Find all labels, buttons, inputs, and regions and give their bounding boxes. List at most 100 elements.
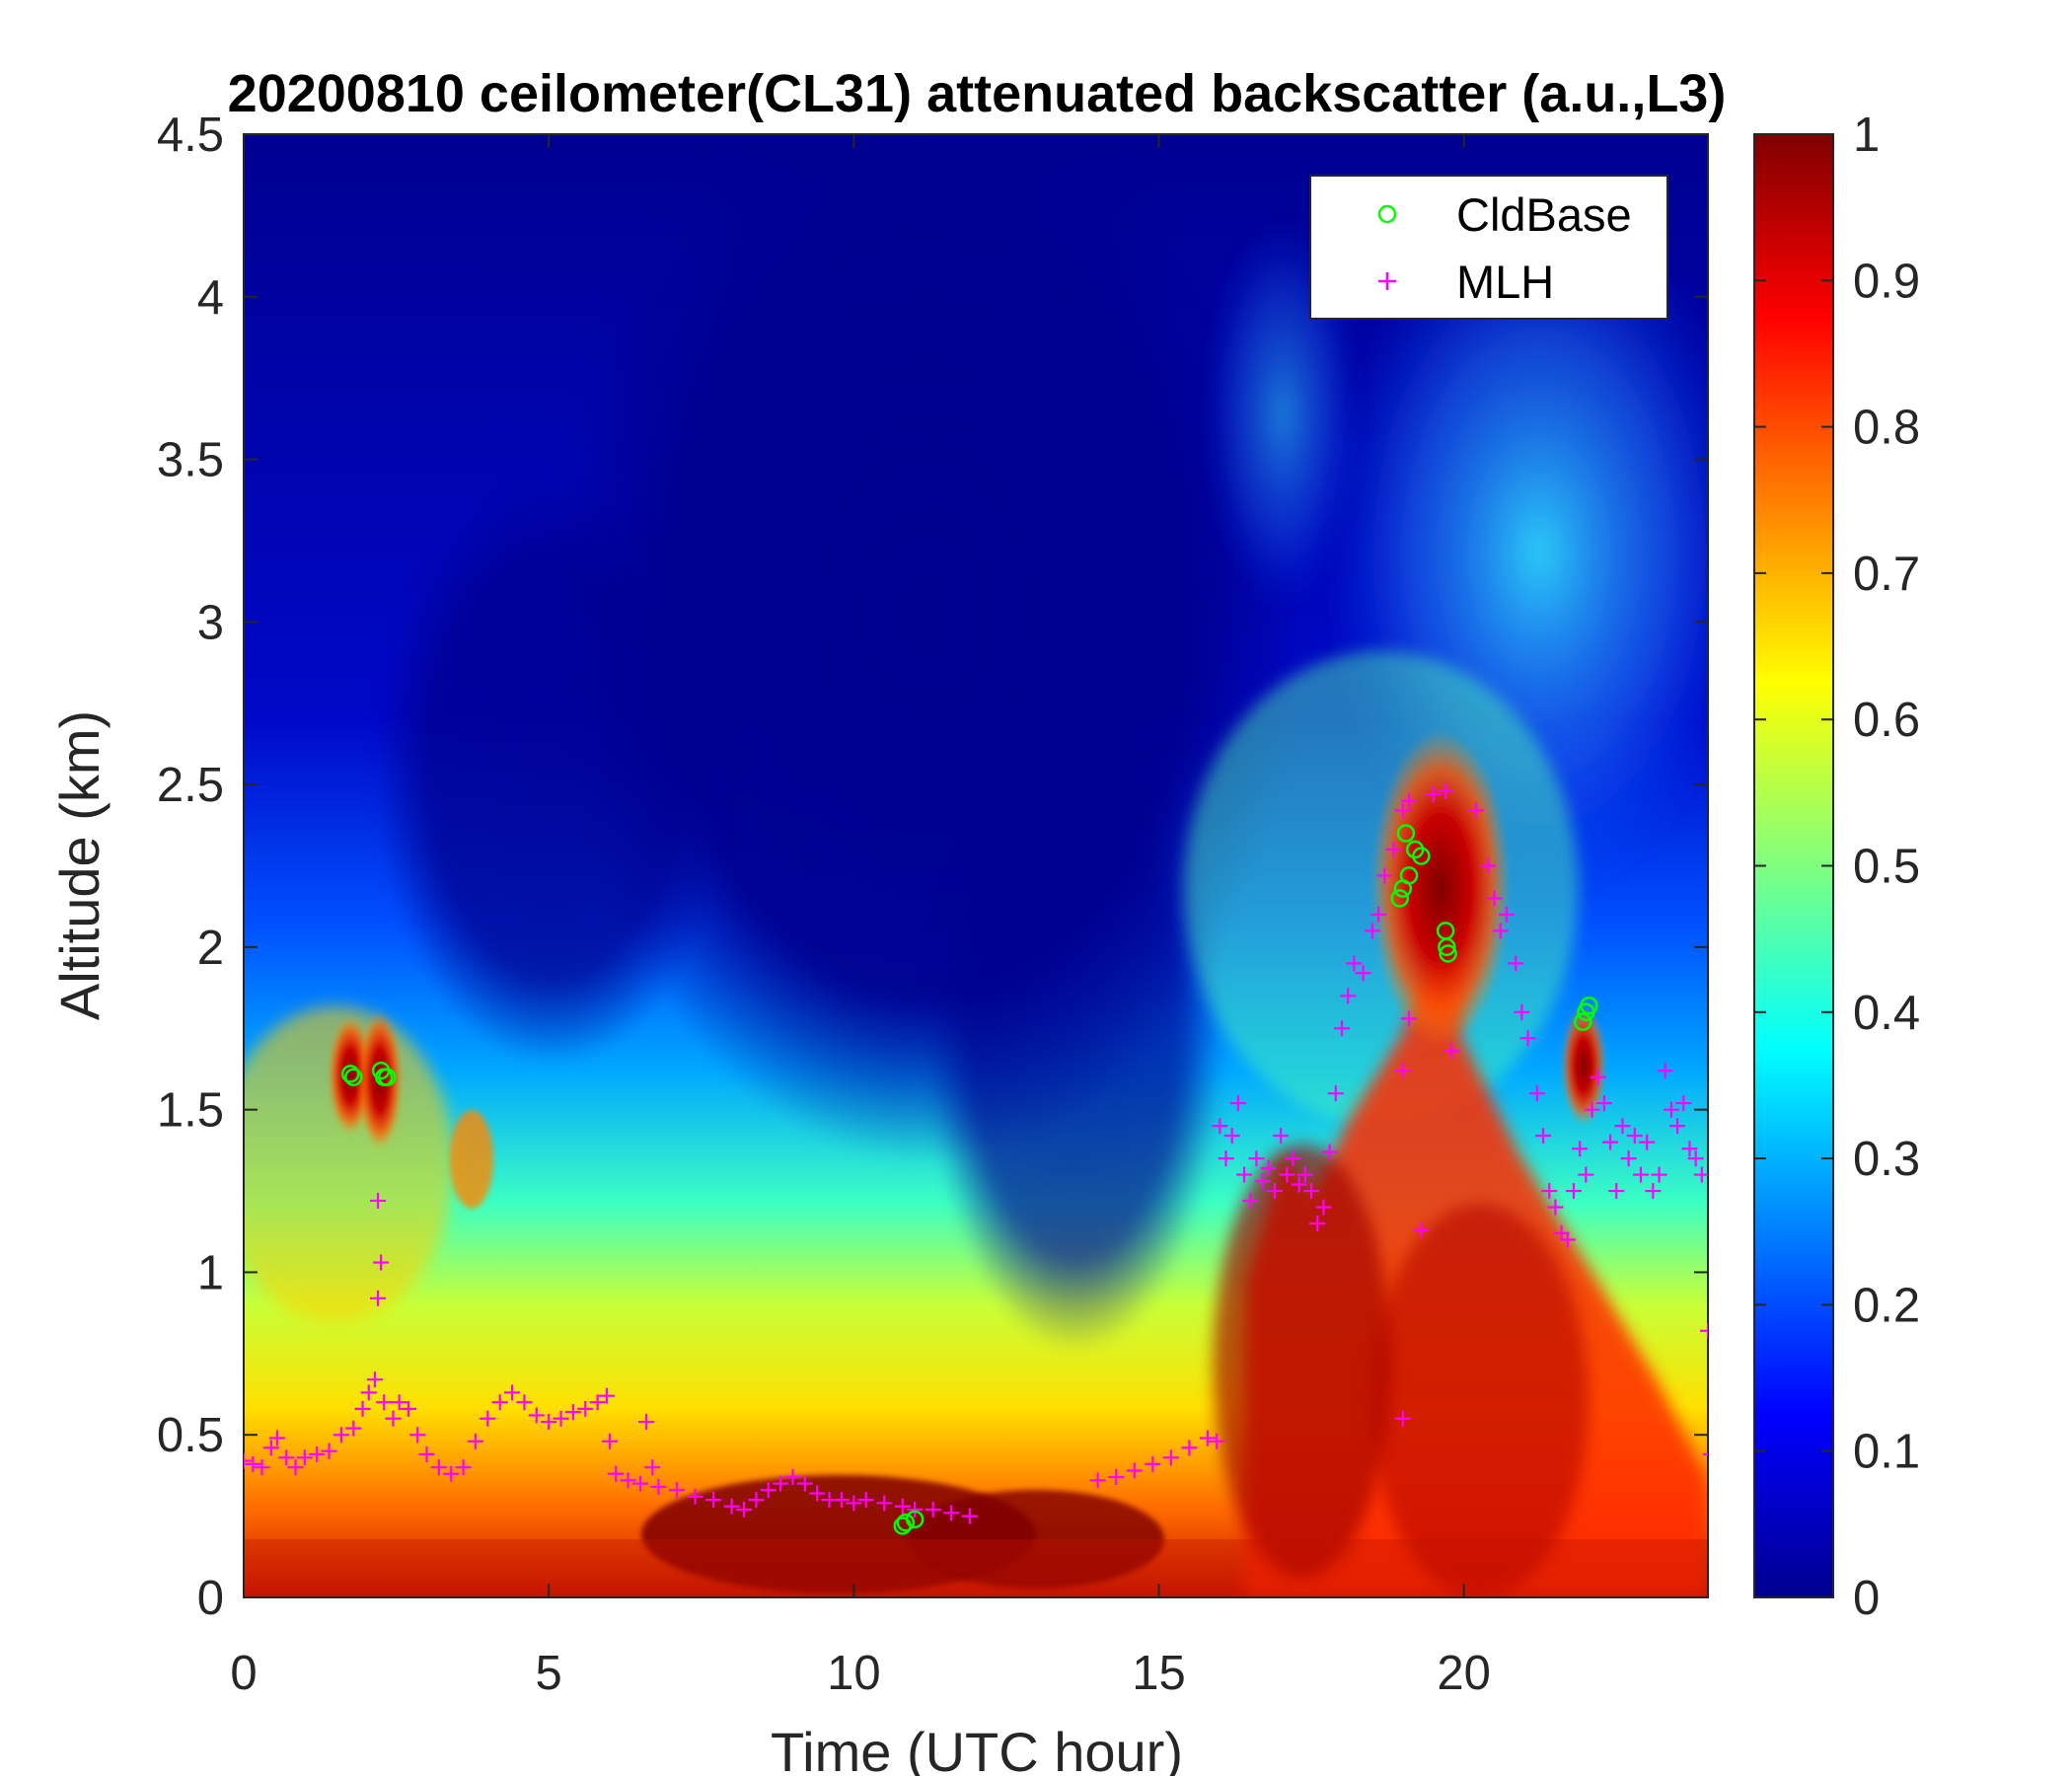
mlh-point bbox=[370, 1290, 387, 1306]
mlh-point bbox=[589, 1394, 606, 1411]
mlh-point bbox=[846, 1495, 862, 1512]
colorbar-tick-label: 0.2 bbox=[1853, 1279, 1920, 1332]
mlh-point bbox=[1700, 1322, 1708, 1339]
colorbar-tick-label: 0.7 bbox=[1853, 548, 1920, 601]
cldbase-point bbox=[1399, 866, 1419, 885]
mlh-point bbox=[1401, 1010, 1418, 1027]
mlh-point bbox=[1260, 1159, 1277, 1176]
y-tick-label: 4.5 bbox=[157, 109, 224, 162]
mlh-point bbox=[925, 1502, 941, 1518]
mlh-point bbox=[1401, 792, 1418, 809]
mlh-point bbox=[608, 1465, 625, 1482]
plot-frame bbox=[243, 133, 1709, 1598]
mlh-point bbox=[1236, 1166, 1253, 1183]
mlh-point bbox=[1657, 1063, 1673, 1079]
y-axis: 0 0.5 1 1.5 2 2.5 3 3.5 4 4.5 bbox=[157, 109, 1708, 1625]
mlh-point bbox=[1089, 1472, 1106, 1489]
mlh-point bbox=[491, 1394, 508, 1411]
mlh-point bbox=[1675, 1095, 1692, 1112]
mlh-point bbox=[528, 1407, 545, 1424]
colorbar-tick-label: 0.4 bbox=[1853, 987, 1920, 1040]
mlh-point bbox=[287, 1459, 304, 1476]
y-tick-label: 3.5 bbox=[157, 434, 224, 487]
cldbase-point bbox=[1439, 944, 1457, 963]
mlh-point bbox=[796, 1475, 813, 1492]
mlh-point bbox=[1334, 1020, 1350, 1037]
mlh-point bbox=[345, 1420, 362, 1437]
mlh-point bbox=[1218, 1150, 1234, 1167]
y-tick-label: 0.5 bbox=[157, 1409, 224, 1462]
colorbar-tick-label: 0.9 bbox=[1853, 255, 1920, 308]
mlh-point bbox=[687, 1488, 703, 1505]
cldbase-point bbox=[896, 1513, 916, 1532]
mlh-point bbox=[1385, 842, 1402, 858]
colorbar-tick-label: 1 bbox=[1853, 109, 1880, 162]
mlh-point bbox=[669, 1482, 686, 1499]
y-tick-label: 1 bbox=[197, 1246, 224, 1299]
mlh-point bbox=[418, 1445, 435, 1462]
mlh-point bbox=[1273, 1128, 1290, 1145]
mlh-point bbox=[553, 1410, 569, 1427]
mlh-point bbox=[1703, 1452, 1708, 1456]
x-axis: 0 5 10 15 20 bbox=[230, 134, 1491, 1700]
y-tick-label: 3 bbox=[197, 596, 224, 649]
mlh-point bbox=[1681, 1141, 1698, 1157]
x-tick-label: 10 bbox=[827, 1647, 881, 1700]
colorbar-tick-label: 0.5 bbox=[1853, 841, 1920, 894]
mlh-point bbox=[1309, 1216, 1326, 1232]
mlh-point bbox=[1595, 1095, 1612, 1112]
mlh-point bbox=[760, 1482, 777, 1499]
mlh-point bbox=[516, 1394, 533, 1411]
mlh-point bbox=[366, 1371, 383, 1388]
mlh-point bbox=[1364, 923, 1380, 939]
mlh-point bbox=[773, 1475, 789, 1492]
mlh-point bbox=[620, 1472, 636, 1489]
legend: CldBase MLH bbox=[1309, 175, 1668, 320]
mlh-point bbox=[1370, 906, 1387, 923]
mlh-point bbox=[1126, 1462, 1143, 1479]
mlh-point bbox=[1602, 1134, 1619, 1150]
mlh-point bbox=[564, 1404, 581, 1421]
mlh-point bbox=[1651, 1166, 1667, 1183]
mlh-point bbox=[1669, 1118, 1686, 1135]
y-tick-label: 2 bbox=[197, 922, 224, 975]
mlh-point bbox=[1547, 1199, 1564, 1216]
mlh-point bbox=[244, 1452, 252, 1469]
mlh-point bbox=[1535, 1128, 1552, 1145]
mlh-point bbox=[443, 1465, 460, 1482]
mlh-point bbox=[376, 1394, 393, 1411]
mlh-point bbox=[748, 1492, 765, 1509]
mlh-point bbox=[1639, 1134, 1656, 1150]
legend-cldbase-label: CldBase bbox=[1456, 188, 1632, 241]
mlh-point bbox=[1279, 1166, 1295, 1183]
cldbase-point bbox=[378, 1068, 397, 1086]
mlh-point bbox=[333, 1427, 349, 1443]
mlh-point bbox=[1519, 1030, 1536, 1047]
mlh-point bbox=[400, 1400, 416, 1417]
legend-mlh-label: MLH bbox=[1456, 256, 1554, 308]
mlh-point bbox=[1394, 1063, 1411, 1079]
mlh-point bbox=[430, 1459, 447, 1476]
mlh-point bbox=[360, 1384, 377, 1401]
mlh-point bbox=[1413, 1221, 1430, 1238]
legend-cldbase-marker bbox=[1377, 204, 1397, 224]
mlh-point bbox=[1355, 965, 1371, 982]
cldbase-point bbox=[1438, 937, 1456, 957]
mlh-point bbox=[833, 1492, 850, 1509]
mlh-point bbox=[1394, 802, 1411, 819]
mlh-point bbox=[1229, 1095, 1246, 1112]
mlh-point bbox=[1303, 1183, 1320, 1200]
chart-title: 20200810 ceilometer(CL31) attenuated bac… bbox=[228, 64, 1727, 123]
mlh-point bbox=[1108, 1469, 1125, 1486]
mlh-point bbox=[1291, 1176, 1307, 1193]
mlh-point bbox=[309, 1445, 326, 1462]
mlh-point bbox=[705, 1492, 722, 1509]
cldbase-point bbox=[1396, 824, 1416, 843]
cldbase-point bbox=[905, 1510, 925, 1529]
cldbase-point bbox=[1412, 847, 1431, 865]
cldbase-point bbox=[340, 1065, 360, 1083]
mlh-point bbox=[1663, 1101, 1679, 1118]
legend-box bbox=[1309, 175, 1668, 320]
mlh-point bbox=[723, 1498, 740, 1515]
